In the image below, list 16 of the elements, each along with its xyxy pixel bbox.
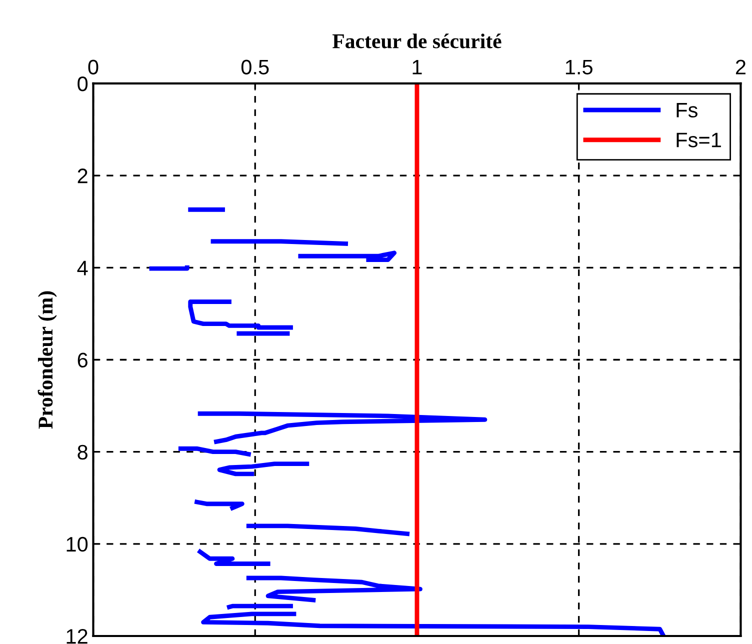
y-tick-label: 2 [78, 168, 88, 184]
x-tick-label: 1 [412, 60, 422, 74]
x-tick-label: 1.5 [566, 60, 592, 74]
y-tick-label: 4 [77, 260, 88, 276]
y-axis-title: Profondeur (m) [38, 291, 57, 429]
legend-label: Fs [676, 102, 698, 118]
y-tick-label: 12 [66, 629, 88, 644]
x-tick-label: 0.5 [241, 60, 269, 74]
y-tick-label: 8 [78, 444, 88, 460]
x-tick-label: 0 [88, 60, 98, 74]
x-tick-label: 2 [736, 60, 746, 74]
y-tick-label: 0 [78, 76, 88, 92]
y-tick-label: 6 [78, 352, 88, 368]
y-tick-label: 10 [66, 536, 88, 552]
legend-label: Fs=1 [676, 132, 721, 148]
x-axis-title: Facteur de sécurité [332, 34, 502, 48]
